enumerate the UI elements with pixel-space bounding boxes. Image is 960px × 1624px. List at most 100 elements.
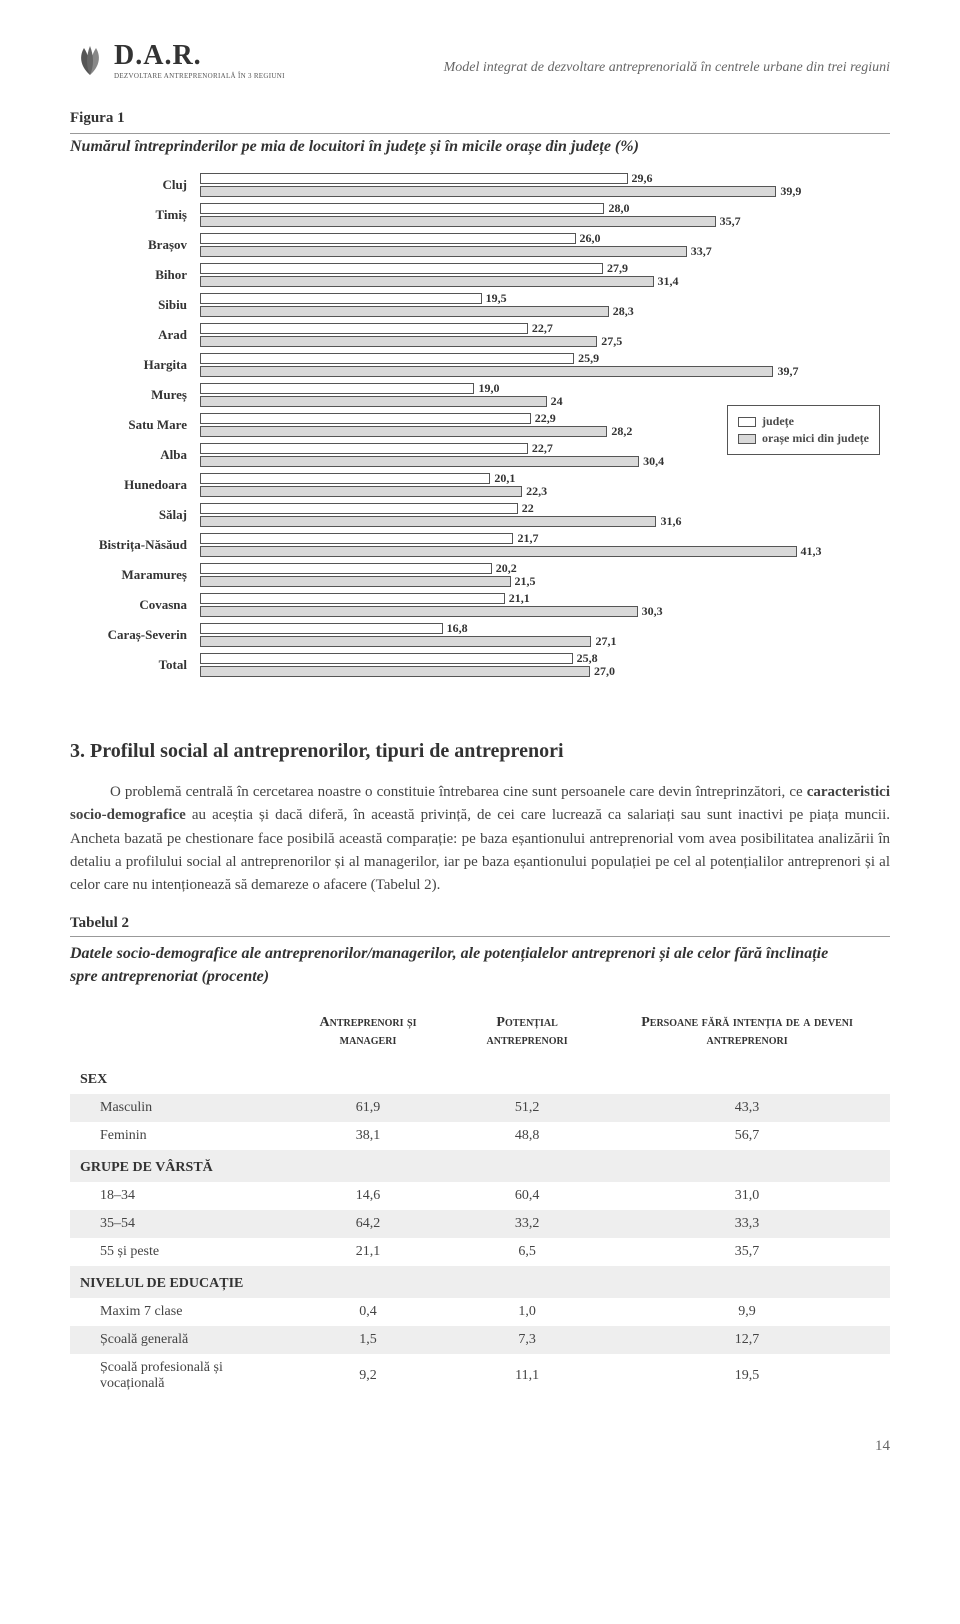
row-label: 35–54 (70, 1210, 286, 1238)
bar-judete (200, 353, 574, 364)
chart-category-label: Alba (70, 447, 195, 463)
chart-category-label: Sibiu (70, 297, 195, 313)
bar-judete (200, 293, 482, 304)
cell-value: 1,5 (286, 1326, 450, 1354)
cell-value: 33,2 (450, 1210, 604, 1238)
bar-judete (200, 383, 474, 394)
logo-text: D.A.R. (114, 40, 285, 72)
bar-value-top: 19,0 (478, 381, 499, 396)
row-label: GRUPE DE VÂRSTĂ (70, 1150, 286, 1182)
bar-value-top: 19,5 (486, 291, 507, 306)
cell-value: 56,7 (604, 1122, 890, 1150)
bar-area: 25,939,7 (200, 351, 850, 379)
bar-area: 22,9 28,2 (200, 411, 850, 439)
bar-judete (200, 173, 628, 184)
cell-value: 35,7 (604, 1238, 890, 1266)
bar-area: 20,1 22,3 (200, 471, 850, 499)
chart-category-label: Bistrița-Năsăud (70, 537, 195, 553)
cell-value: 7,3 (450, 1326, 604, 1354)
chart-category-label: Cluj (70, 177, 195, 193)
bar-judete (200, 443, 528, 454)
cell-value: 0,4 (286, 1298, 450, 1326)
chart-row: Sălaj2231,6 (200, 500, 850, 530)
bar-orase (200, 276, 654, 287)
bar-value-bot: 22,3 (526, 484, 547, 499)
chart-category-label: Hargita (70, 357, 195, 373)
chart-row: Hunedoara20,122,3 (200, 470, 850, 500)
col-3: Persoane fără intenția de a deveni antre… (604, 1006, 890, 1062)
chart-row: Cluj29,639,9 (200, 170, 850, 200)
row-label: Masculin (70, 1094, 286, 1122)
chart-category-label: Mureș (70, 387, 195, 403)
chart-category-label: Brașov (70, 237, 195, 253)
bar-value-bot: 28,2 (611, 424, 632, 439)
cell-value: 31,0 (604, 1182, 890, 1210)
bar-value-bot: 31,4 (658, 274, 679, 289)
cell-value: 9,2 (286, 1354, 450, 1398)
bar-orase (200, 426, 607, 437)
chart-row: Total25,827,0 (200, 650, 850, 680)
running-title: Model integrat de dezvoltare antreprenor… (444, 60, 890, 76)
figure-label: Figura 1 (70, 110, 890, 127)
section-body: O problemă centrală în cercetarea noastr… (70, 781, 890, 897)
bar-judete (200, 473, 490, 484)
cell-value: 14,6 (286, 1182, 450, 1210)
row-label: Școală generală (70, 1326, 286, 1354)
bar-orase (200, 246, 687, 257)
col-2: Potențial antreprenori (450, 1006, 604, 1062)
cell-value: 12,7 (604, 1326, 890, 1354)
bar-judete (200, 563, 492, 574)
bar-value-top: 22,9 (535, 411, 556, 426)
table-label: Tabelul 2 (70, 915, 890, 932)
bar-judete (200, 623, 443, 634)
bar-area: 29,639,9 (200, 171, 850, 199)
bar-value-bot: 30,4 (643, 454, 664, 469)
table-title: Datele socio-demografice ale antreprenor… (70, 943, 850, 988)
bar-orase (200, 216, 716, 227)
bar-area: 21,741,3 (200, 531, 850, 559)
bar-orase (200, 486, 522, 497)
bar-value-top: 22,7 (532, 441, 553, 456)
chart-row: Bihor27,931,4 (200, 260, 850, 290)
bar-judete (200, 233, 576, 244)
bar-value-top: 16,8 (447, 621, 468, 636)
cell-value: 60,4 (450, 1182, 604, 1210)
bar-value-bot: 31,6 (660, 514, 681, 529)
bar-value-bot: 41,3 (801, 544, 822, 559)
bar-judete (200, 653, 573, 664)
table-row: Școală generală1,57,312,7 (70, 1326, 890, 1354)
bar-judete (200, 533, 513, 544)
bar-area: 21,130,3 (200, 591, 850, 619)
cell-value (286, 1150, 450, 1182)
chart-row: Brașov26,033,7 (200, 230, 850, 260)
bar-orase (200, 456, 639, 467)
table-row: Școală profesională și vocațională9,211,… (70, 1354, 890, 1398)
cell-value: 21,1 (286, 1238, 450, 1266)
table-row: 55 și peste21,16,535,7 (70, 1238, 890, 1266)
chart-title: Numărul întreprinderilor pe mia de locui… (70, 138, 890, 156)
bar-orase (200, 516, 656, 527)
chart-row: Arad22,727,5 (200, 320, 850, 350)
bar-value-top: 28,0 (608, 201, 629, 216)
bar-area: 22,7 27,5 (200, 321, 850, 349)
figure-1: Numărul întreprinderilor pe mia de locui… (70, 133, 890, 680)
bar-orase (200, 336, 597, 347)
cell-value (286, 1062, 450, 1094)
cell-value (450, 1150, 604, 1182)
bar-value-bot: 27,1 (595, 634, 616, 649)
cell-value: 64,2 (286, 1210, 450, 1238)
table-header-row: Antreprenori și manageri Potențial antre… (70, 1006, 890, 1062)
row-label: 18–34 (70, 1182, 286, 1210)
chart-category-label: Satu Mare (70, 417, 195, 433)
bar-value-top: 22,7 (532, 321, 553, 336)
bar-value-bot: 27,5 (601, 334, 622, 349)
bar-orase (200, 366, 773, 377)
bar-value-top: 20,1 (494, 471, 515, 486)
bar-area: 28,035,7 (200, 201, 850, 229)
bar-value-bot: 39,7 (777, 364, 798, 379)
bar-area: 26,033,7 (200, 231, 850, 259)
bar-orase (200, 546, 797, 557)
chart-row: Satu Mare22,928,2 (200, 410, 850, 440)
cell-value: 43,3 (604, 1094, 890, 1122)
cell-value: 51,2 (450, 1094, 604, 1122)
